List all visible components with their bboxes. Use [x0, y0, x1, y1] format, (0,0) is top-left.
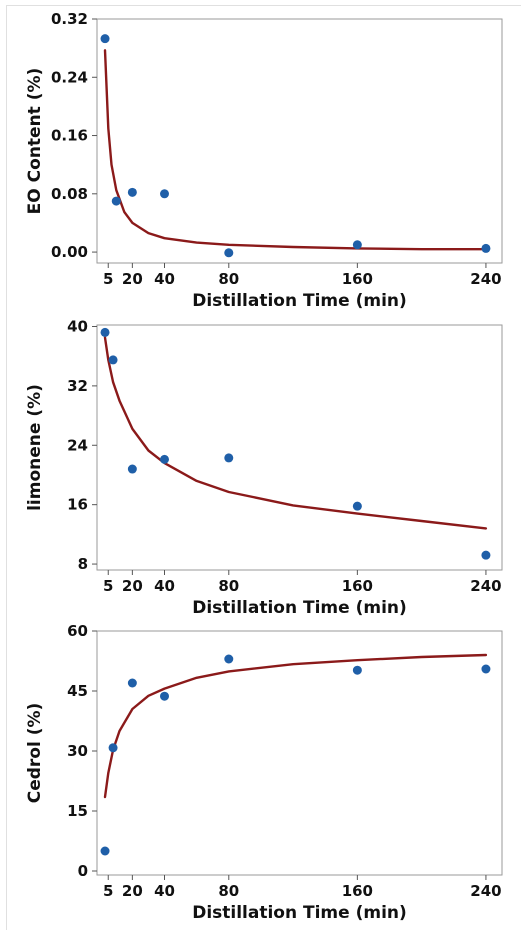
- fit-curve: [103, 49, 488, 251]
- y-tick-label: 0.24: [51, 68, 88, 86]
- x-tick-label: 80: [218, 270, 239, 288]
- x-axis-label: Distillation Time (min): [192, 903, 407, 923]
- data-point: [224, 248, 234, 258]
- chart-1: 5 20 40 80 160 240 0.00 0.08 0.16 0.24 0.32 Distill…: [25, 10, 503, 311]
- x-tick-label: 40: [154, 882, 175, 900]
- x-tick-label: 240: [470, 882, 501, 900]
- x-tick-label: 40: [154, 270, 175, 288]
- data-point: [100, 846, 110, 856]
- data-point: [100, 327, 110, 337]
- data-point: [352, 240, 362, 250]
- fit-curve: [103, 336, 488, 530]
- y-tick-label: 32: [67, 377, 88, 395]
- y-axis-label: limonene (%): [25, 384, 45, 511]
- x-tick-label: 160: [342, 270, 373, 288]
- x-tick-label: 240: [470, 577, 501, 595]
- data-point: [160, 454, 169, 464]
- y-axis-label: Cedrol (%): [25, 703, 45, 804]
- x-tick-label: 5: [103, 270, 113, 288]
- plot-area: [96, 18, 503, 264]
- x-tick-label: 20: [122, 270, 143, 288]
- y-tick-label: 40: [67, 317, 88, 335]
- y-tick-label: 0.16: [51, 127, 88, 145]
- data-point: [481, 664, 491, 674]
- data-point: [481, 243, 491, 253]
- y-tick-label: 0.32: [51, 10, 88, 28]
- y-tick-label: 16: [67, 496, 88, 514]
- y-tick-label: 0.08: [51, 185, 88, 203]
- chart-3: 5 20 40 80 160 240 0 15 30 45 60 Distillation Time …: [25, 622, 503, 923]
- x-tick-label: 5: [103, 882, 113, 900]
- data-point: [108, 743, 118, 753]
- y-tick-label: 30: [67, 742, 88, 760]
- data-point: [224, 654, 234, 664]
- data-point: [111, 196, 121, 206]
- data-point: [100, 34, 110, 44]
- data-point: [127, 187, 137, 197]
- x-tick-label: 20: [122, 577, 143, 595]
- x-tick-label: 160: [342, 882, 373, 900]
- data-point: [127, 464, 137, 474]
- y-tick-label: 0.00: [51, 243, 88, 261]
- x-tick-label: 240: [470, 270, 501, 288]
- data-point: [160, 189, 169, 199]
- data-point: [224, 453, 234, 463]
- x-tick-label: 80: [218, 882, 239, 900]
- data-point: [352, 501, 362, 511]
- x-tick-label: 5: [103, 577, 113, 595]
- data-point: [160, 691, 169, 701]
- data-point: [481, 550, 491, 560]
- y-tick-label: 60: [67, 622, 88, 640]
- data-point: [108, 355, 118, 365]
- x-axis-label: Distillation Time (min): [192, 598, 407, 618]
- x-axis-label: Distillation Time (min): [192, 291, 407, 311]
- figure-frame: [6, 5, 521, 930]
- y-tick-label: 24: [67, 436, 88, 454]
- plot-area: [96, 324, 503, 571]
- x-tick-label: 40: [154, 577, 175, 595]
- x-tick-label: 80: [218, 577, 239, 595]
- data-point: [127, 678, 137, 688]
- y-tick-label: 45: [67, 682, 88, 700]
- y-tick-label: 0: [78, 862, 88, 880]
- x-tick-label: 20: [122, 882, 143, 900]
- chart-2: 5 20 40 80 160 240 8 16 24 32 40 Distillation Time …: [25, 317, 503, 618]
- plot-area: [96, 630, 503, 876]
- x-tick-label: 160: [342, 577, 373, 595]
- y-axis-label: EO Content (%): [25, 68, 45, 215]
- y-tick-label: 8: [78, 555, 88, 573]
- data-point: [352, 665, 362, 675]
- y-tick-label: 15: [67, 802, 88, 820]
- fit-curve: [103, 653, 488, 799]
